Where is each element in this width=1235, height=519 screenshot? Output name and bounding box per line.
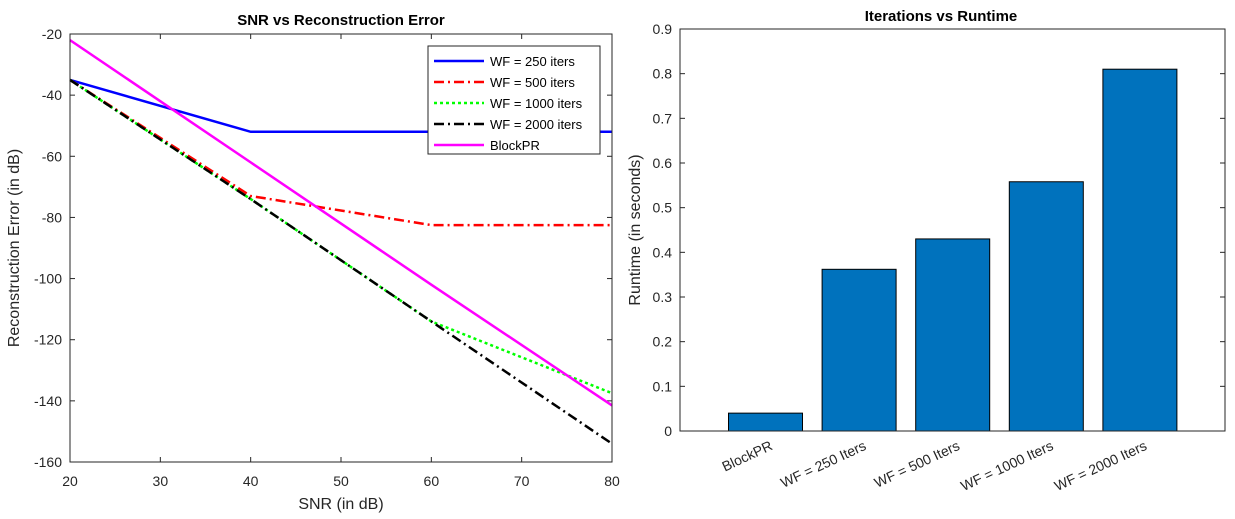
y-tick-label: 0.3: [653, 289, 673, 305]
series-line: [69, 39, 613, 407]
y-tick-label: 0.6: [653, 155, 673, 171]
x-tick-label: WF = 2000 Iters: [1052, 437, 1149, 494]
y-axis-label: Runtime (in seconds): [627, 154, 644, 305]
x-axis-label: SNR (in dB): [298, 496, 383, 513]
y-tick-label: 0.5: [653, 200, 673, 216]
legend-label: BlockPR: [490, 138, 540, 153]
legend-items: WF = 250 iters WF = 500 iters WF = 1000 it…: [434, 54, 583, 153]
y-tick-label: 0.8: [653, 66, 673, 82]
y-tick-label: -80: [42, 209, 62, 225]
snr-vs-error-chart: SNR vs Reconstruction Error SNR (in dB) …: [6, 12, 620, 513]
y-tick-label: 0.7: [653, 110, 673, 126]
plot-frame: [69, 33, 613, 463]
x-tick-label: 30: [153, 473, 169, 489]
y-tick-label: -120: [34, 332, 62, 348]
plot-frame: [679, 28, 1226, 432]
bar: [1102, 68, 1178, 432]
y-tick-label: 0.9: [653, 21, 673, 37]
bar: [728, 412, 803, 432]
x-tick-label: 40: [243, 473, 259, 489]
y-tick-label: -100: [34, 271, 62, 287]
y-tick-label: -40: [42, 87, 62, 103]
series-line: [69, 78, 613, 445]
x-tick-label: 20: [62, 473, 78, 489]
y-tick-label: -20: [42, 26, 62, 42]
bar: [821, 268, 897, 432]
chart-title: Iterations vs Runtime: [865, 8, 1018, 25]
legend-label: WF = 2000 iters: [490, 117, 583, 132]
x-tick-label: WF = 250 Iters: [778, 437, 868, 490]
x-tick-label: WF = 1000 Iters: [958, 437, 1055, 494]
series-line: [69, 78, 612, 227]
y-tick-label: 0: [664, 423, 672, 439]
bar: [915, 238, 991, 432]
legend-label: WF = 250 iters: [490, 54, 575, 69]
y-tick-label: 0.1: [653, 378, 673, 394]
iterations-vs-runtime-chart: Iterations vs Runtime Runtime (in second…: [627, 8, 1226, 494]
y-axis-label: Reconstruction Error (in dB): [6, 149, 23, 347]
bar-group: [728, 68, 1178, 432]
x-tick-label: BlockPR: [719, 437, 774, 474]
legend: WF = 250 iters WF = 500 iters WF = 1000 it…: [427, 45, 601, 155]
chart-title: SNR vs Reconstruction Error: [237, 12, 445, 29]
legend-label: WF = 1000 iters: [490, 96, 583, 111]
x-tick-label: WF = 500 Iters: [872, 437, 962, 490]
x-tick-label: 80: [604, 473, 620, 489]
y-tick-label: 0.2: [653, 334, 673, 350]
series-group: [69, 39, 613, 445]
legend-label: WF = 500 iters: [490, 75, 575, 90]
y-tick-label: -140: [34, 393, 62, 409]
bar: [1008, 181, 1084, 432]
legend-box: [427, 45, 601, 155]
y-tick-label: -60: [42, 148, 62, 164]
x-tick-label: 70: [514, 473, 530, 489]
y-tick-label: 0.4: [653, 244, 673, 260]
x-tick-label: 50: [333, 473, 349, 489]
y-tick-label: -160: [34, 454, 62, 470]
x-tick-label: 60: [424, 473, 440, 489]
